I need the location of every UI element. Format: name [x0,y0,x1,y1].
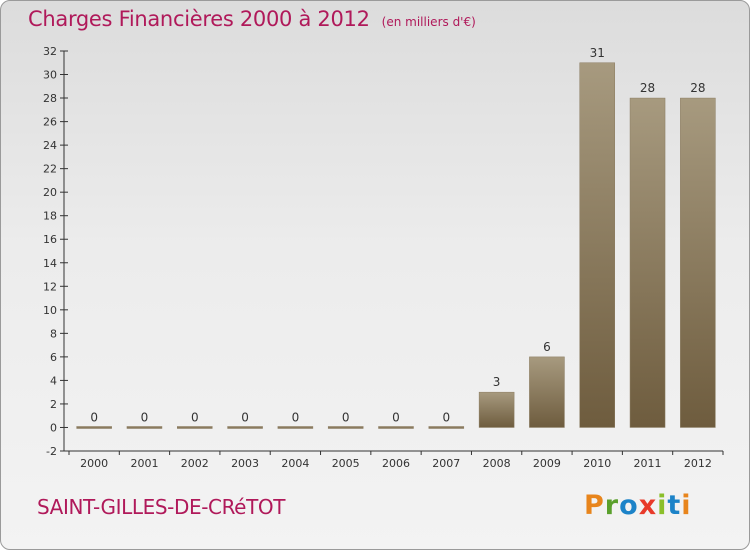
bar [177,426,213,429]
x-tick-label: 2006 [382,457,410,470]
y-tick-label: 30 [43,69,57,82]
x-tick-label: 2010 [583,457,611,470]
data-label: 0 [292,410,300,424]
x-tick-label: 2007 [432,457,460,470]
data-label: 0 [141,410,149,424]
x-tick-label: 2004 [281,457,309,470]
x-tick-label: 2003 [231,457,259,470]
y-tick-label: 18 [43,210,57,223]
bar [529,356,565,428]
data-label: 3 [493,375,501,389]
y-tick-label: 26 [43,116,57,129]
data-label: 31 [590,46,605,60]
x-tick-label: 2002 [181,457,209,470]
y-tick-label: 14 [43,257,57,270]
title-row: Charges Financières 2000 à 2012 (en milli… [28,7,476,31]
chart-title: Charges Financières 2000 à 2012 [28,7,370,31]
y-tick-label: 6 [50,351,57,364]
x-tick-label: 2009 [533,457,561,470]
data-label: 28 [690,81,705,95]
data-label: 0 [342,410,350,424]
y-tick-label: 24 [43,139,57,152]
bars [76,62,716,429]
y-tick-label: 10 [43,304,57,317]
x-tick-label: 2001 [130,457,158,470]
data-label: 0 [191,410,199,424]
brand-letter: o [619,490,639,521]
y-tick-label: 12 [43,280,57,293]
bar [327,426,364,429]
bar [76,426,112,429]
y-tick-label: 28 [43,92,57,105]
bar [629,97,666,428]
bar [428,426,465,429]
data-label: 6 [543,340,551,354]
brand-letter: i [657,490,668,521]
chart-subtitle: (en milliers d'€) [381,15,476,29]
brand-letter: i [681,490,692,521]
data-label: 0 [90,410,98,424]
x-tick-label: 2008 [483,457,511,470]
y-tick-label: 2 [50,398,57,411]
commune-name: SAINT-GILLES-DE-CRéTOT [37,495,286,519]
bar [126,426,163,429]
y-tick-label: 4 [50,374,57,387]
y-tick-label: 20 [43,186,57,199]
y-tick-label: 0 [50,421,57,434]
y-tick-label: 16 [43,233,57,246]
data-labels: 0 0 0 0 0 0 0 0 3 6 31 28 28 [90,46,705,425]
data-label: 0 [442,410,450,424]
bar [277,426,314,429]
y-tick-label: 22 [43,163,57,176]
y-tick-label: -2 [46,445,57,458]
bar [579,62,615,428]
bar [478,391,515,428]
data-label: 0 [392,410,400,424]
brand-letter: P [584,490,605,521]
brand-letter: r [604,490,620,521]
data-label: 0 [241,410,249,424]
brand-letter: x [638,490,658,521]
brand-letter: t [667,490,682,521]
bar [227,426,263,429]
bar [680,97,716,428]
y-tick-label: 32 [43,45,57,58]
y-tick-label: 8 [50,327,57,340]
x-tick-label: 2005 [332,457,360,470]
x-tick-label: 2011 [634,457,662,470]
brand-logo: Proxiti [584,490,692,521]
bar [378,426,414,429]
x-tick-label: 2012 [684,457,712,470]
x-tick-label: 2000 [80,457,108,470]
data-label: 28 [640,81,655,95]
